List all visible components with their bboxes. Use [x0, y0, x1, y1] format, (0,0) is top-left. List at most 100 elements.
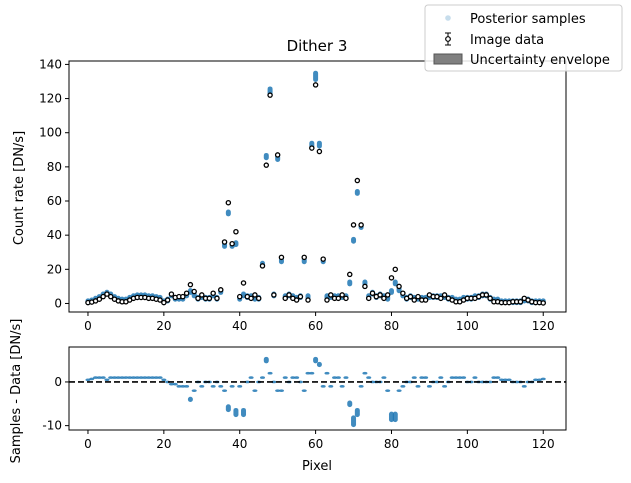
residual-sample-point — [366, 376, 372, 379]
image-data-point — [381, 295, 387, 302]
residual-sample-point — [301, 389, 307, 392]
image-data-point — [422, 297, 429, 303]
residual-sample-point — [392, 411, 398, 423]
residual-sample-point — [176, 385, 182, 388]
residual-x-axis: 0 20 40 60 80 100 120 — [84, 430, 555, 451]
residual-sample-point — [339, 385, 345, 388]
posterior-sample-point — [354, 189, 360, 196]
image-data-point — [191, 288, 197, 295]
legend-envelope-label: Uncertainty envelope — [470, 53, 610, 68]
image-data-point — [328, 292, 334, 298]
residual-sample-point — [411, 376, 417, 379]
image-data-point — [483, 292, 490, 298]
residual-sample-point — [210, 385, 216, 388]
residual-sample-point — [332, 376, 338, 379]
main-y-tick-label: 140 — [39, 57, 62, 71]
residual-sample-point — [138, 376, 144, 379]
residual-sample-point — [351, 415, 357, 428]
residual-sample-point — [130, 376, 136, 379]
image-data-point — [199, 292, 205, 298]
image-data-point — [282, 295, 289, 302]
residual-sample-point — [157, 376, 163, 379]
residual-sample-point — [123, 376, 129, 379]
image-data-point — [225, 199, 232, 206]
residual-sample-point — [119, 376, 125, 379]
residual-sample-point — [320, 385, 326, 388]
image-data-point — [214, 295, 220, 302]
main-y-tick-label: 20 — [47, 262, 62, 276]
legend-data-marker — [445, 32, 451, 46]
residual-sample-point — [104, 378, 110, 382]
image-data-point — [263, 162, 270, 168]
image-data-point — [396, 283, 402, 290]
image-data-point — [354, 177, 361, 184]
main-x-tick-label: 100 — [456, 319, 479, 333]
image-data-point — [104, 291, 110, 297]
image-data-point — [252, 292, 258, 298]
residual-sample-point — [343, 376, 349, 379]
image-data-point — [286, 292, 292, 298]
residual-sample-point — [449, 376, 455, 379]
image-data-point — [316, 148, 323, 155]
image-data-point — [297, 293, 304, 300]
residual-sample-point — [112, 376, 118, 379]
posterior-sample-point — [263, 152, 269, 161]
main-y-tick-label: 100 — [39, 126, 62, 140]
residual-sample-point — [499, 378, 505, 382]
residual-sample-point — [506, 378, 512, 382]
image-data-point — [301, 254, 307, 261]
residual-sample-point — [191, 389, 197, 392]
image-data-point — [210, 290, 216, 296]
main-y-tick-label: 40 — [47, 228, 62, 242]
residual-sample-point — [96, 376, 102, 379]
image-data-point — [400, 290, 406, 296]
residual-sample-point — [89, 377, 95, 381]
residual-sample-point — [335, 376, 341, 379]
residual-plot-frame — [68, 346, 567, 431]
image-data-point — [362, 283, 368, 290]
residual-sample-point — [536, 378, 542, 382]
residual-sample-point — [263, 356, 269, 364]
residual-sample-point — [309, 371, 315, 375]
image-data-point — [392, 266, 399, 273]
residual-sample-point — [396, 389, 402, 392]
image-data-point — [487, 295, 493, 302]
residual-plot-marks — [85, 356, 546, 428]
image-data-point — [240, 280, 247, 286]
residual-sample-point — [199, 385, 205, 388]
residual-sample-point — [218, 385, 224, 388]
residual-sample-point — [172, 382, 178, 386]
residual-sample-point — [142, 376, 148, 379]
image-data-point — [161, 299, 167, 306]
residual-x-tick-label: 60 — [308, 437, 323, 451]
legend-data-label: Image data — [470, 33, 544, 48]
main-x-tick-label: 20 — [156, 319, 171, 333]
residual-sample-point — [400, 385, 406, 388]
image-data-point — [180, 293, 186, 300]
image-data-point — [157, 297, 163, 303]
image-data-point — [274, 152, 281, 158]
residual-y-tick-label: -10 — [42, 419, 62, 433]
image-data-point — [350, 222, 357, 228]
image-data-point — [335, 295, 342, 302]
image-data-point — [384, 292, 391, 298]
residual-sample-point — [184, 385, 190, 388]
image-data-point — [309, 145, 315, 151]
residual-sample-point — [316, 361, 322, 368]
residual-sample-point — [241, 407, 247, 418]
image-data-point — [248, 295, 254, 302]
image-data-point — [415, 293, 421, 300]
residual-sample-point — [237, 385, 243, 388]
image-data-point — [267, 92, 273, 98]
image-data-point — [358, 222, 364, 228]
image-data-point — [407, 293, 414, 300]
residual-sample-point — [93, 376, 99, 379]
main-y-tick-label: 0 — [54, 296, 62, 310]
residual-sample-point — [521, 385, 527, 388]
residual-sample-point — [127, 376, 133, 379]
residual-sample-point — [426, 385, 432, 388]
main-x-tick-label: 0 — [84, 319, 92, 333]
residual-x-tick-label: 80 — [384, 437, 399, 451]
residual-sample-point — [180, 385, 186, 388]
